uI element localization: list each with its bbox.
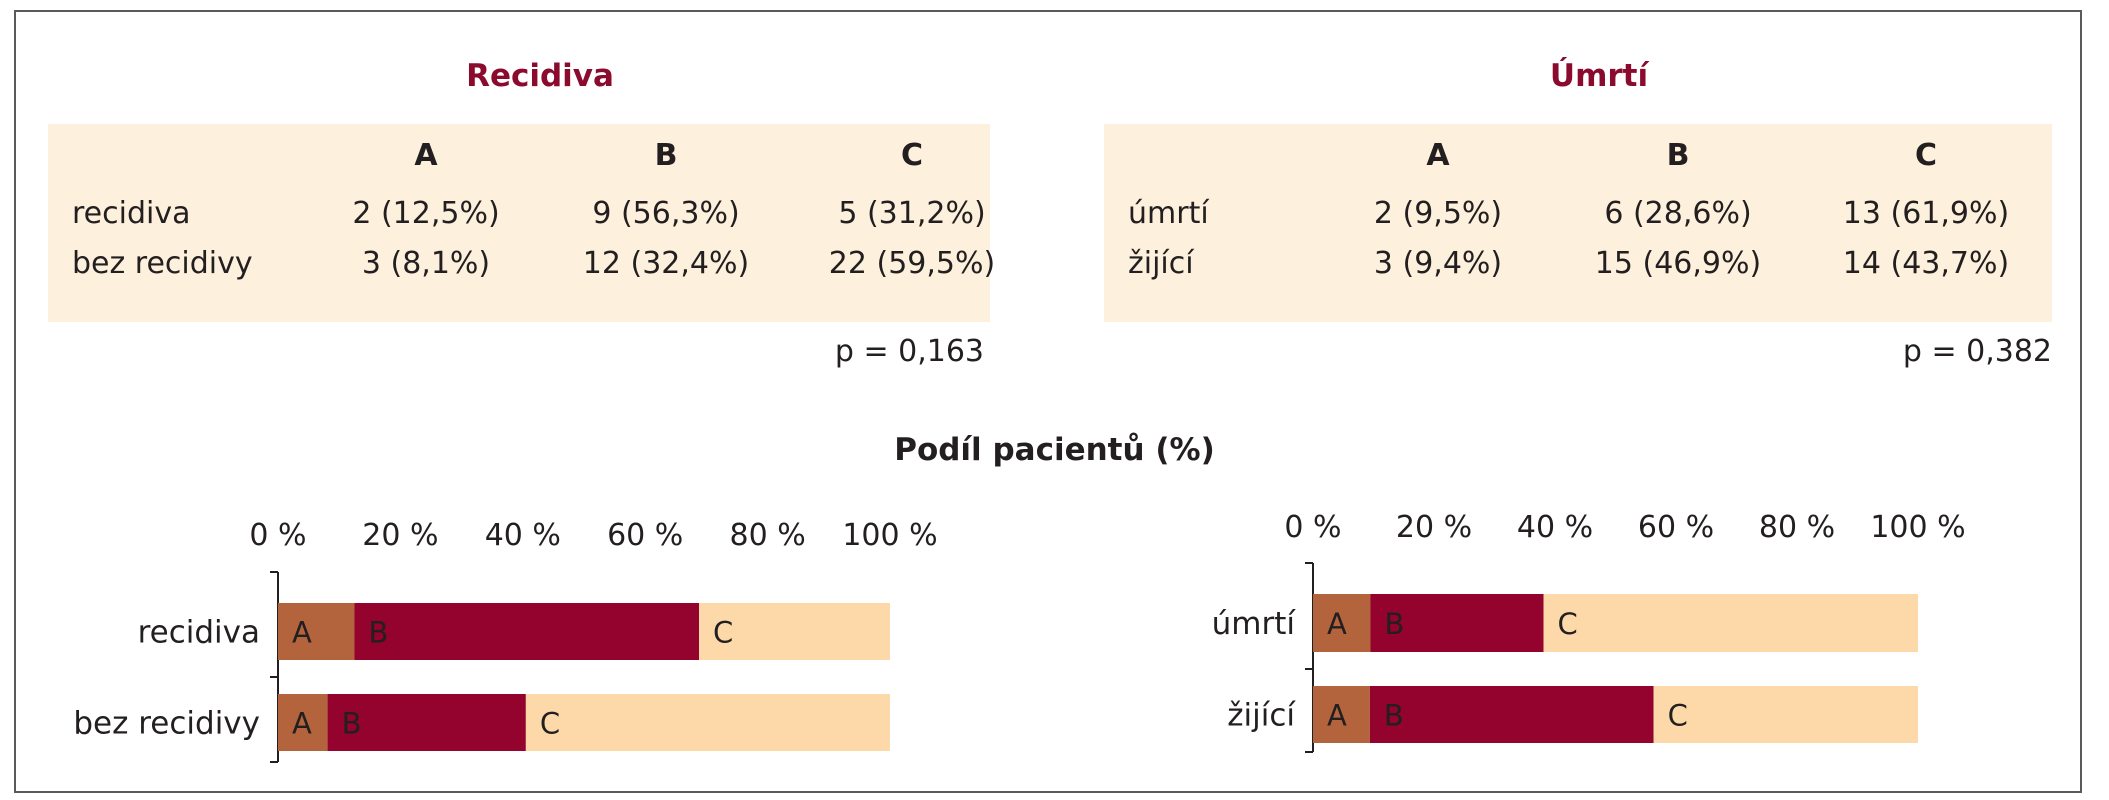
table-cell: 14 (43,7%) (1842, 246, 2010, 281)
table-cell: 9 (56,3%) (592, 196, 740, 231)
column-header: C (1914, 138, 1938, 173)
row-label: recidiva (72, 196, 191, 231)
column-header: A (1426, 138, 1450, 173)
table-row: recidiva 2 (12,5%) 9 (56,3%) 5 (31,2%) (48, 192, 990, 236)
table-row: bez recidivy 3 (8,1%) 12 (32,4%) 22 (59,… (48, 242, 995, 286)
table-header-row: A B C (48, 134, 990, 178)
table-row: úmrtí 2 (9,5%) 6 (28,6%) 13 (61,9%) (1104, 192, 2052, 236)
row-label: úmrtí (1128, 196, 1209, 231)
table-cell: 22 (59,5%) (828, 246, 996, 281)
recidiva-table: A B C recidiva 2 (12,5%) 9 (56,3%) 5 (31… (48, 124, 995, 322)
chart-title: Podíl pacientů (%) (894, 432, 1215, 468)
figure-frame (14, 10, 2082, 793)
table-cell: 2 (12,5%) (352, 196, 500, 231)
recidiva-p-value: p = 0,163 (834, 334, 984, 369)
table-row: žijící 3 (9,4%) 15 (46,9%) 14 (43,7%) (1104, 242, 2052, 286)
row-label: bez recidivy (72, 246, 253, 281)
table-cell: 13 (61,9%) (1842, 196, 2010, 231)
table-cell: 6 (28,6%) (1604, 196, 1752, 231)
column-header: B (1666, 138, 1690, 173)
table-cell: 3 (8,1%) (361, 246, 491, 281)
table-cell: 2 (9,5%) (1373, 196, 1503, 231)
row-label: žijící (1128, 246, 1194, 281)
umrti-title: Úmrtí (1549, 58, 1649, 94)
column-header: B (654, 138, 678, 173)
column-header: C (900, 138, 924, 173)
column-header: A (414, 138, 438, 173)
table-cell: 12 (32,4%) (582, 246, 750, 281)
umrti-p-value: p = 0,382 (1902, 334, 2052, 369)
recidiva-title: Recidiva (466, 58, 614, 94)
umrti-table: A B C úmrtí 2 (9,5%) 6 (28,6%) 13 (61,9%… (1104, 124, 2052, 322)
table-cell: 5 (31,2%) (838, 196, 986, 231)
table-cell: 15 (46,9%) (1594, 246, 1762, 281)
table-header-row: A B C (1104, 134, 2052, 178)
table-cell: 3 (9,4%) (1373, 246, 1503, 281)
